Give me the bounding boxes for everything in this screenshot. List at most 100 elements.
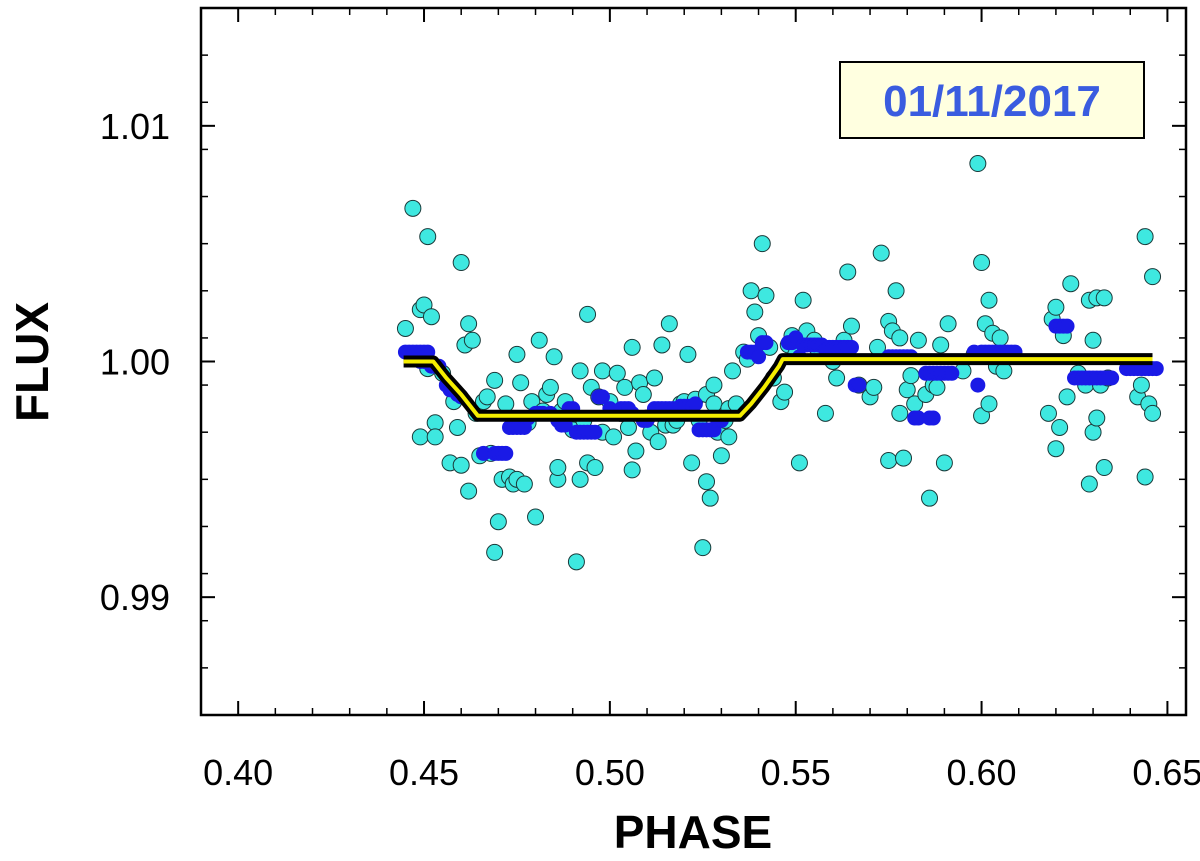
- raw-point: [679, 345, 697, 363]
- raw-point: [790, 454, 808, 472]
- raw-point: [1144, 268, 1162, 286]
- raw-point: [512, 374, 530, 392]
- binned-point: [687, 396, 703, 412]
- raw-point: [605, 428, 623, 446]
- raw-point: [396, 320, 414, 338]
- raw-point: [649, 433, 667, 451]
- raw-point: [486, 371, 504, 389]
- raw-point: [1084, 331, 1102, 349]
- raw-point: [1039, 404, 1057, 422]
- raw-point: [898, 381, 916, 399]
- date-annotation: 01/11/2017: [839, 61, 1145, 139]
- raw-point: [627, 442, 645, 460]
- raw-point: [891, 404, 909, 422]
- x-axis-title: PHASE: [614, 806, 772, 858]
- raw-point: [724, 362, 742, 380]
- raw-point: [545, 348, 563, 366]
- raw-point: [701, 489, 719, 507]
- raw-point: [619, 418, 637, 436]
- raw-point: [705, 376, 723, 394]
- raw-point: [419, 228, 437, 246]
- raw-point: [698, 473, 716, 491]
- raw-point: [1088, 409, 1106, 427]
- raw-point: [1136, 228, 1154, 246]
- raw-point: [720, 428, 738, 446]
- model-fit-series: [403, 353, 1153, 422]
- raw-point: [541, 378, 559, 396]
- raw-point: [1051, 418, 1069, 436]
- raw-point: [895, 449, 913, 467]
- raw-point: [426, 414, 444, 432]
- x-tick-label: 0.60: [947, 752, 1017, 793]
- y-tick-labels: 0.99 1.00 1.01: [100, 106, 170, 618]
- raw-point: [776, 383, 794, 401]
- raw-point: [1132, 376, 1150, 394]
- raw-point: [448, 418, 466, 436]
- raw-point: [705, 395, 723, 413]
- raw-point: [880, 451, 898, 469]
- x-tick-label: 0.50: [575, 752, 645, 793]
- raw-point: [816, 404, 834, 422]
- raw-point: [404, 199, 422, 217]
- raw-point: [839, 263, 857, 281]
- raw-point: [486, 543, 504, 561]
- raw-point: [645, 369, 663, 387]
- raw-point: [411, 428, 429, 446]
- binned-point: [498, 445, 514, 461]
- date-annotation-box: [839, 61, 1145, 139]
- raw-point: [579, 305, 597, 323]
- x-tick-label: 0.45: [389, 752, 459, 793]
- raw-point: [1047, 440, 1065, 458]
- raw-point: [712, 447, 730, 465]
- binned-point: [594, 389, 610, 405]
- raw-point: [497, 395, 515, 413]
- raw-point: [694, 539, 712, 557]
- raw-point: [939, 315, 957, 333]
- raw-point: [828, 369, 846, 387]
- y-tick-label: 1.00: [100, 342, 170, 383]
- raw-point: [742, 282, 760, 300]
- raw-point: [634, 385, 652, 403]
- raw-point: [887, 282, 905, 300]
- raw-point: [527, 508, 545, 526]
- raw-point: [549, 459, 567, 477]
- raw-point: [872, 244, 890, 262]
- raw-point: [969, 155, 987, 173]
- raw-point: [478, 388, 496, 406]
- raw-point: [426, 428, 444, 446]
- y-axis-title: FLUX: [6, 302, 58, 422]
- raw-point: [422, 308, 440, 326]
- raw-point: [1144, 404, 1162, 422]
- x-tick-labels: 0.40 0.45 0.50 0.55 0.60 0.65: [203, 752, 1200, 793]
- binned-point: [751, 349, 767, 365]
- binned-point: [843, 339, 859, 355]
- raw-point: [571, 362, 589, 380]
- binned-point: [587, 424, 603, 440]
- raw-point: [753, 235, 771, 253]
- model-line: [403, 357, 1153, 418]
- raw-point: [794, 291, 812, 309]
- raw-point: [928, 378, 946, 396]
- y-tick-label: 0.99: [100, 577, 170, 618]
- raw-point: [530, 331, 548, 349]
- x-tick-label: 0.55: [761, 752, 831, 793]
- raw-point: [623, 461, 641, 479]
- raw-point: [508, 345, 526, 363]
- raw-point: [567, 553, 585, 571]
- raw-point: [1047, 298, 1065, 316]
- raw-point: [460, 482, 478, 500]
- binned-point: [758, 335, 774, 351]
- raw-point: [980, 395, 998, 413]
- raw-point: [653, 336, 671, 354]
- raw-point: [660, 315, 678, 333]
- raw-point: [460, 315, 478, 333]
- binned-point: [970, 377, 986, 393]
- raw-point: [571, 470, 589, 488]
- raw-point: [973, 254, 991, 272]
- date-annotation-text: 01/11/2017: [883, 77, 1101, 126]
- raw-point: [586, 459, 604, 477]
- raw-point: [746, 303, 764, 321]
- raw-point: [1062, 275, 1080, 293]
- raw-point: [1136, 468, 1154, 486]
- binned-point: [944, 365, 960, 381]
